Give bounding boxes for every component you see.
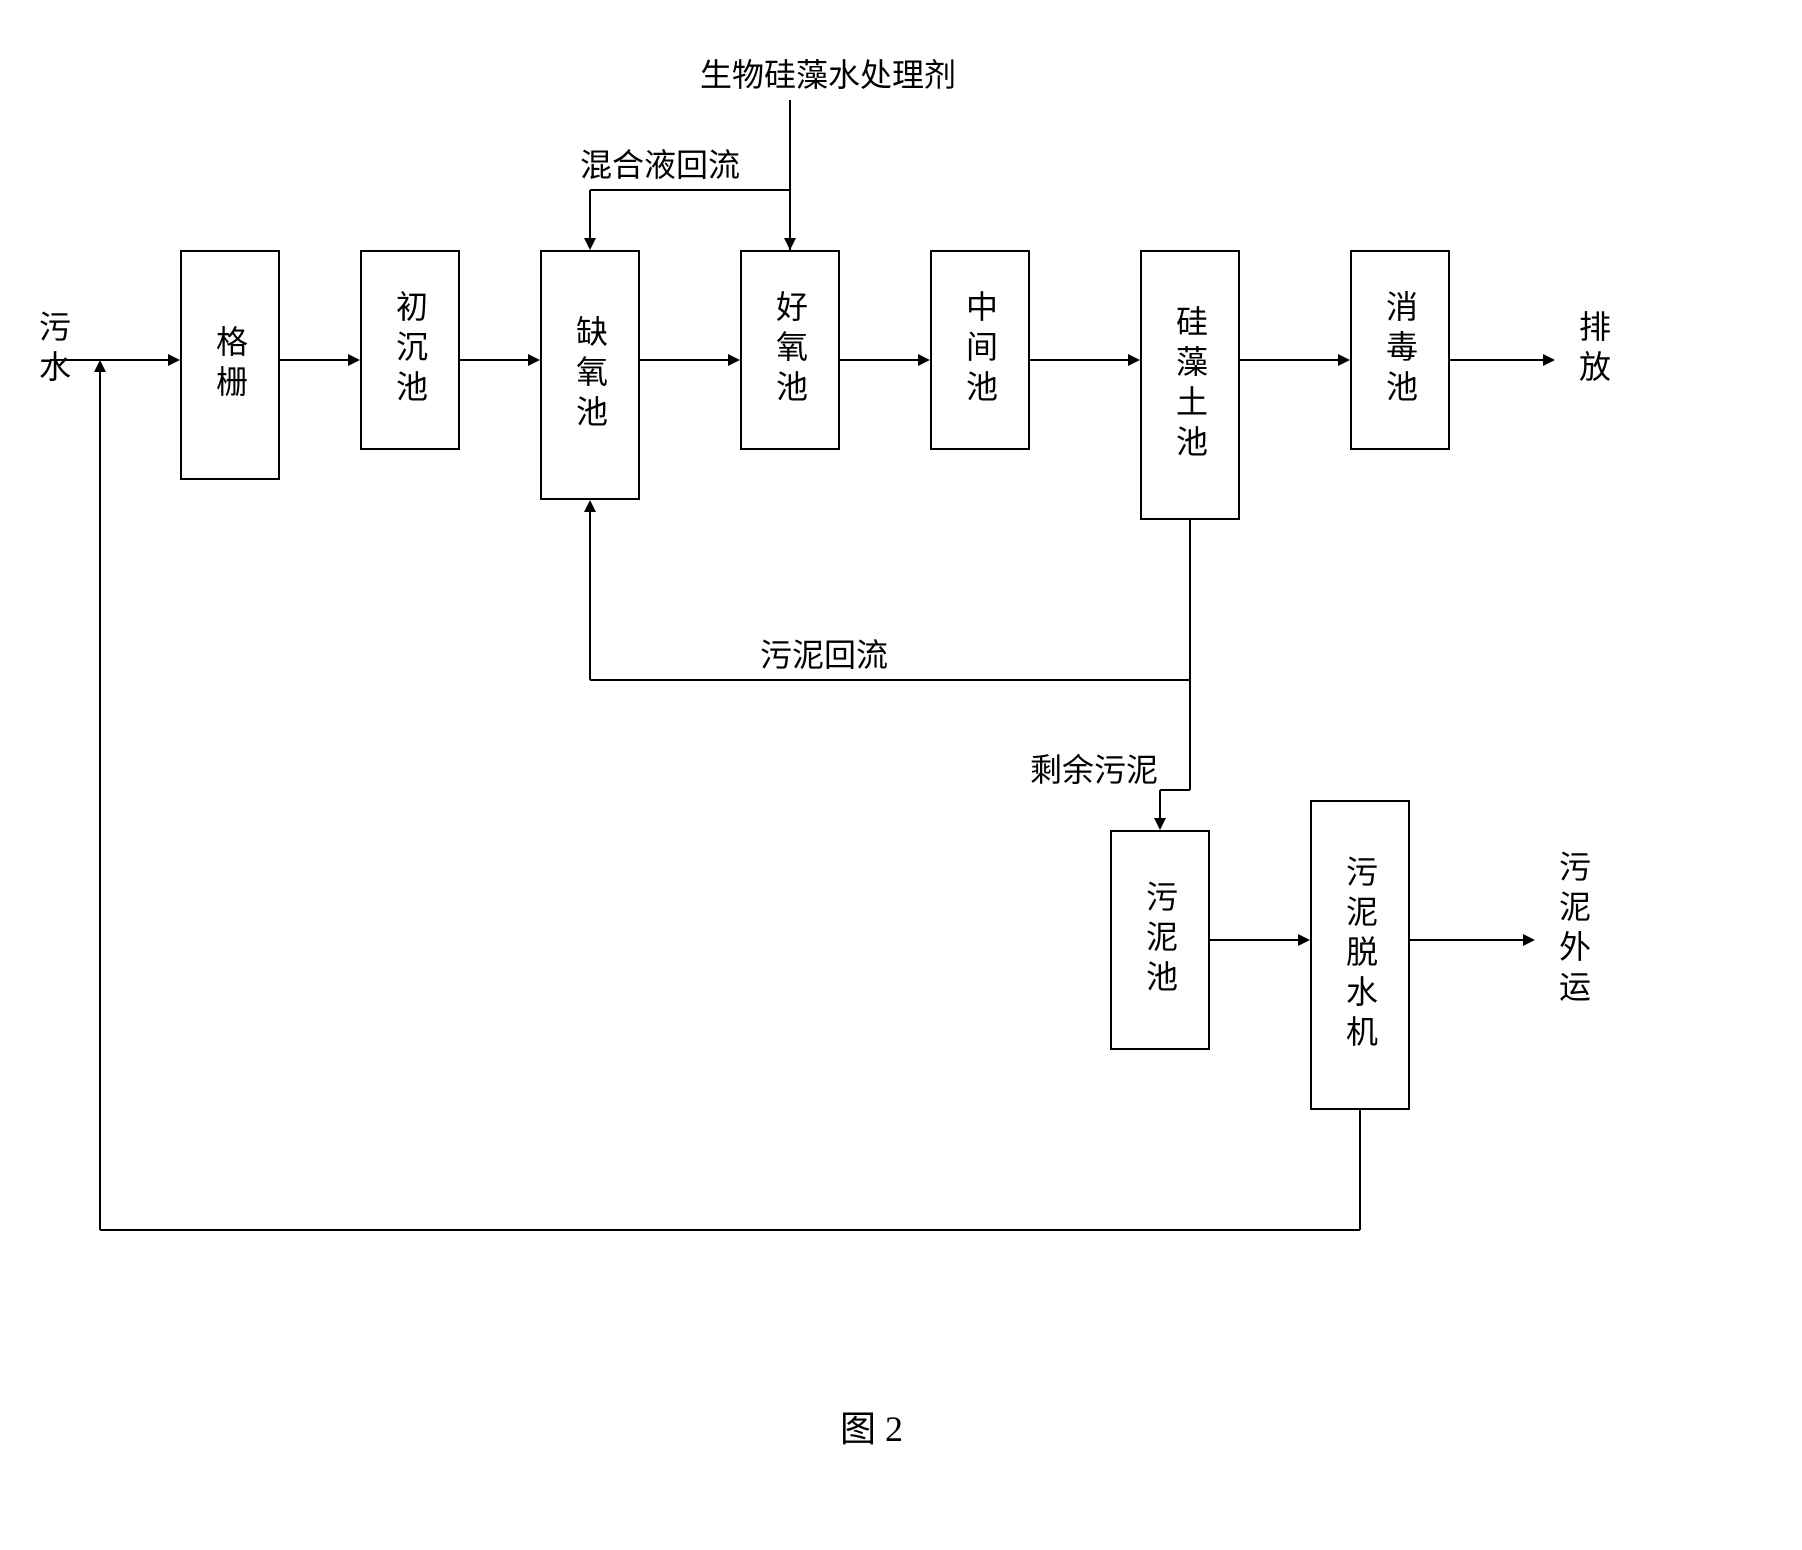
node-label: 缺氧池 [567,315,613,435]
node-label: 硅藻土池 [1167,305,1213,465]
node-sludge-tank: 污泥池 [1110,830,1210,1050]
node-dewater: 污泥脱水机 [1310,800,1410,1110]
figure-label: 图 2 [840,1400,903,1452]
node-disinfect: 消毒池 [1350,250,1450,450]
node-grid-screen: 格栅 [180,250,280,480]
output-label: 排放 [1570,310,1616,390]
node-primary-sed: 初沉池 [360,250,460,450]
node-diatomite: 硅藻土池 [1140,250,1240,520]
edges-svg [0,0,1802,1550]
node-intermediate: 中间池 [930,250,1030,450]
node-aerobic: 好氧池 [740,250,840,450]
input-label: 污水 [30,310,76,390]
node-anoxic: 缺氧池 [540,250,640,500]
recycle2-label: 污泥回流 [760,630,888,676]
node-label: 好氧池 [767,290,813,410]
node-label: 污泥脱水机 [1337,855,1383,1055]
node-label: 初沉池 [387,290,433,410]
top-input-label: 生物硅藻水处理剂 [700,50,956,96]
flowchart-container: 格栅 初沉池 缺氧池 好氧池 中间池 硅藻土池 消毒池 污泥池 污泥脱水机 污水… [0,0,1802,1550]
node-label: 污泥池 [1137,880,1183,1000]
recycle1-label: 混合液回流 [580,140,740,186]
node-label: 格栅 [207,325,253,405]
sludge-out-label: 污泥外运 [1550,850,1596,1010]
excess-label: 剩余污泥 [1030,745,1158,791]
node-label: 消毒池 [1377,290,1423,410]
node-label: 中间池 [957,290,1003,410]
